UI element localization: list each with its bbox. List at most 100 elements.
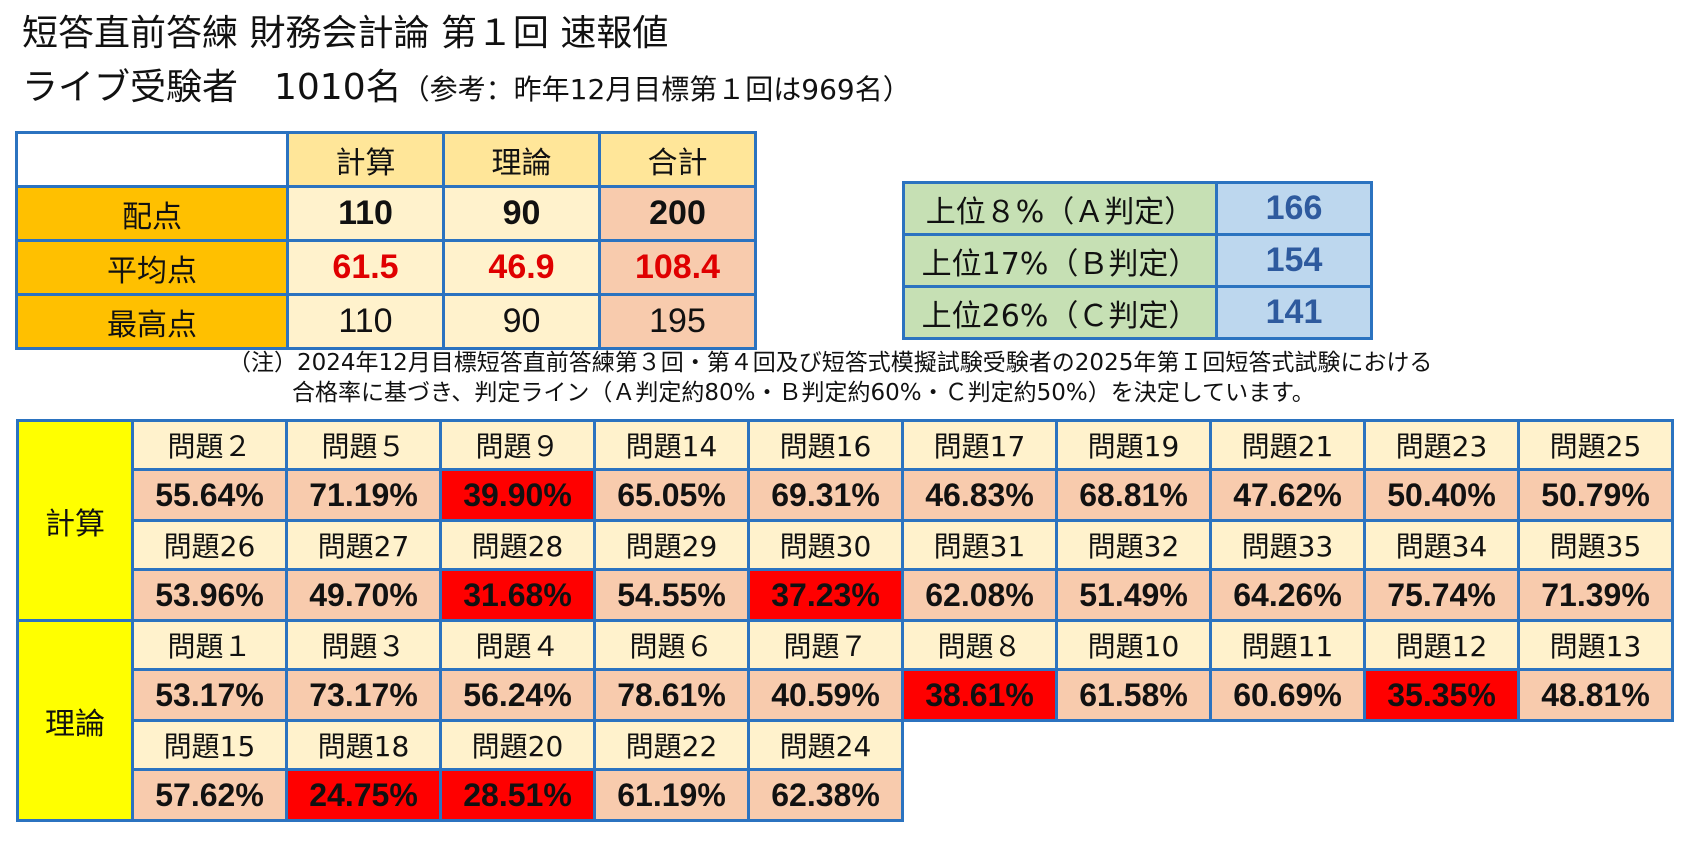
judgement-label-b: 上位17%（Ｂ判定） bbox=[902, 233, 1218, 288]
rate-row: 55.64% 71.19% 39.90% 65.05% 69.31% 46.83% 68.8… bbox=[18, 468, 1674, 522]
question-label: 問題10 bbox=[1055, 619, 1212, 671]
corner-cell bbox=[15, 131, 289, 188]
correct-rate-value: 71.39% bbox=[1517, 568, 1674, 622]
average-total: 108.4 bbox=[598, 239, 757, 296]
empty-cell bbox=[902, 769, 1057, 821]
correct-rate-value: 75.74% bbox=[1363, 568, 1520, 622]
note-line-1: （注）2024年12月目標短答直前答練第３回・第４回及び短答式模擬試験受験者の2… bbox=[228, 350, 1433, 376]
examinee-count: ライブ受験者 1010名 bbox=[22, 67, 402, 108]
correct-rate-table: 計算 問題２ 問題５ 問題９ 問題14 問題16 問題17 問題19 問題21 問題23 問題25 5… bbox=[16, 419, 1674, 822]
correct-rate-value: 38.61% bbox=[901, 668, 1058, 722]
correct-rate-value: 48.81% bbox=[1517, 668, 1674, 722]
row-label-max: 最高点 bbox=[15, 293, 289, 350]
correct-rate-value: 60.69% bbox=[1209, 668, 1366, 722]
question-label: 問題６ bbox=[593, 619, 750, 671]
reference-count: （参考：昨年12月目標第１回は969名） bbox=[401, 73, 911, 106]
correct-rate-value: 39.90% bbox=[439, 468, 596, 522]
question-label: 問題29 bbox=[593, 519, 750, 571]
question-label: 問題12 bbox=[1363, 619, 1520, 671]
question-label: 問題21 bbox=[1209, 419, 1366, 471]
correct-rate-value: 55.64% bbox=[131, 468, 288, 522]
question-label: 問題25 bbox=[1517, 419, 1674, 471]
question-label: 問題７ bbox=[747, 619, 904, 671]
judgement-row-a: 上位８%（Ａ判定） 166 bbox=[902, 181, 1373, 236]
question-label: 問題35 bbox=[1517, 519, 1674, 571]
judgement-label-a: 上位８%（Ａ判定） bbox=[902, 181, 1218, 236]
question-label: 問題９ bbox=[439, 419, 596, 471]
question-label: 問題28 bbox=[439, 519, 596, 571]
correct-rate-value: 24.75% bbox=[285, 768, 442, 822]
average-calc: 61.5 bbox=[286, 239, 445, 296]
question-label: 問題１ bbox=[131, 619, 288, 671]
correct-rate-value: 53.17% bbox=[131, 668, 288, 722]
correct-rate-value: 68.81% bbox=[1055, 468, 1212, 522]
question-label: 問題２ bbox=[131, 419, 288, 471]
question-row: 計算 問題２ 問題５ 問題９ 問題14 問題16 問題17 問題19 問題21 問題23 問題25 bbox=[16, 419, 1674, 622]
question-label: 問題30 bbox=[747, 519, 904, 571]
empty-cell bbox=[1056, 769, 1211, 821]
allocation-theory: 90 bbox=[442, 185, 601, 242]
empty-cell bbox=[1364, 720, 1519, 770]
examinee-count-line: ライブ受験者 1010名（参考：昨年12月目標第１回は969名） bbox=[22, 66, 911, 112]
correct-rate-value: 62.38% bbox=[747, 768, 904, 822]
correct-rate-value: 31.68% bbox=[439, 568, 596, 622]
correct-rate-value: 46.83% bbox=[901, 468, 1058, 522]
correct-rate-value: 64.26% bbox=[1209, 568, 1366, 622]
title-text: 短答直前答練 財務会計論 第１回 速報値 bbox=[22, 13, 669, 54]
section-label: 理論 bbox=[16, 619, 134, 822]
question-label: 問題32 bbox=[1055, 519, 1212, 571]
correct-rate-value: 35.35% bbox=[1363, 668, 1520, 722]
empty-cell bbox=[902, 720, 1057, 770]
correct-rate-value: 49.70% bbox=[285, 568, 442, 622]
correct-rate-value: 62.08% bbox=[901, 568, 1058, 622]
question-label: 問題８ bbox=[901, 619, 1058, 671]
average-row: 平均点 61.5 46.9 108.4 bbox=[15, 239, 757, 296]
col-header-total: 合計 bbox=[598, 131, 757, 188]
judgement-table: 上位８%（Ａ判定） 166 上位17%（Ｂ判定） 154 上位26%（Ｃ判定） … bbox=[902, 181, 1373, 340]
empty-cell bbox=[1210, 769, 1365, 821]
judgement-score-a: 166 bbox=[1215, 181, 1373, 236]
correct-rate-value: 69.31% bbox=[747, 468, 904, 522]
question-label: 問題18 bbox=[285, 719, 442, 771]
question-row: 問題26 問題27 問題28 問題29 問題30 問題31 問題32 問題33 問題34 問題35 bbox=[18, 519, 1674, 571]
question-label: 問題34 bbox=[1363, 519, 1520, 571]
allocation-row: 配点 110 90 200 bbox=[15, 185, 757, 242]
correct-rate-value: 51.49% bbox=[1055, 568, 1212, 622]
question-label: 問題16 bbox=[747, 419, 904, 471]
question-row: 理論 問題１ 問題３ 問題４ 問題６ 問題７ 問題８ 問題10 問題11 問題12 問題13 bbox=[16, 619, 1674, 822]
empty-cell bbox=[1364, 769, 1519, 821]
max-row: 最高点 110 90 195 bbox=[15, 293, 757, 350]
correct-rate-value: 56.24% bbox=[439, 668, 596, 722]
correct-rate-body: 計算 問題２ 問題５ 問題９ 問題14 問題16 問題17 問題19 問題21 問題23 問題25 5… bbox=[16, 419, 1674, 822]
correct-rate-value: 61.19% bbox=[593, 768, 750, 822]
note-line-2: 合格率に基づき、判定ライン（Ａ判定約80%・Ｂ判定約60%・Ｃ判定約50%）を決… bbox=[292, 380, 1315, 406]
correct-rate-value: 54.55% bbox=[593, 568, 750, 622]
correct-rate-value: 61.58% bbox=[1055, 668, 1212, 722]
correct-rate-value: 78.61% bbox=[593, 668, 750, 722]
allocation-total: 200 bbox=[598, 185, 757, 242]
empty-cell bbox=[1056, 720, 1211, 770]
col-header-calc: 計算 bbox=[286, 131, 445, 188]
question-label: 問題20 bbox=[439, 719, 596, 771]
empty-cell bbox=[1518, 769, 1673, 821]
judgement-label-c: 上位26%（Ｃ判定） bbox=[902, 285, 1218, 340]
correct-rate-value: 53.96% bbox=[131, 568, 288, 622]
question-row: 問題15 問題18 問題20 問題22 問題24 bbox=[18, 719, 1673, 771]
section-label: 計算 bbox=[16, 419, 134, 622]
score-header-row: 計算 理論 合計 bbox=[15, 131, 757, 188]
rate-row: 53.96% 49.70% 31.68% 54.55% 37.23% 62.08% 51.4… bbox=[18, 568, 1674, 622]
correct-rate-value: 28.51% bbox=[439, 768, 596, 822]
correct-rate-value: 65.05% bbox=[593, 468, 750, 522]
correct-rate-value: 50.79% bbox=[1517, 468, 1674, 522]
allocation-calc: 110 bbox=[286, 185, 445, 242]
question-label: 問題19 bbox=[1055, 419, 1212, 471]
question-label: 問題31 bbox=[901, 519, 1058, 571]
empty-cell bbox=[1210, 720, 1365, 770]
empty-cell bbox=[1518, 720, 1673, 770]
question-label: 問題５ bbox=[285, 419, 442, 471]
max-theory: 90 bbox=[442, 293, 601, 350]
judgement-row-b: 上位17%（Ｂ判定） 154 bbox=[902, 233, 1373, 288]
question-label: 問題33 bbox=[1209, 519, 1366, 571]
question-label: 問題17 bbox=[901, 419, 1058, 471]
judgement-score-c: 141 bbox=[1215, 285, 1373, 340]
